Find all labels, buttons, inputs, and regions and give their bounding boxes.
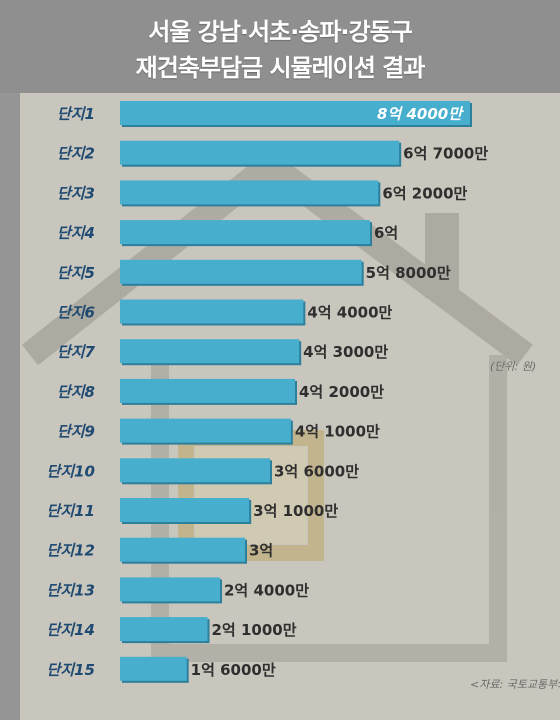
bar-5 bbox=[120, 259, 362, 284]
value-label: 4억 1000만 bbox=[295, 423, 380, 441]
value-label: 8억 4000만 bbox=[377, 105, 464, 123]
category-label: 단지11 bbox=[47, 502, 95, 520]
value-label: 3억 1000만 bbox=[253, 502, 338, 520]
category-label: 단지10 bbox=[47, 462, 95, 480]
value-label: 6억 7000만 bbox=[403, 145, 488, 163]
value-label: 2억 4000만 bbox=[224, 581, 309, 599]
category-label: 단지1 bbox=[57, 105, 95, 123]
source-note: <자료: 국토교통부> bbox=[470, 678, 560, 691]
category-label: 단지6 bbox=[57, 304, 95, 322]
value-label: 6억 bbox=[374, 224, 398, 242]
bar-15 bbox=[120, 656, 187, 681]
value-label: 4억 3000만 bbox=[303, 343, 388, 361]
category-label: 단지8 bbox=[57, 383, 95, 401]
bar-6 bbox=[120, 299, 304, 324]
bar-1 bbox=[120, 101, 470, 125]
value-label: 3억 bbox=[249, 542, 273, 560]
category-label: 단지4 bbox=[57, 224, 95, 242]
bar-12 bbox=[120, 537, 245, 562]
category-label: 단지14 bbox=[47, 621, 95, 639]
category-label: 단지2 bbox=[57, 145, 95, 163]
bar-2 bbox=[120, 140, 400, 165]
category-label: 단지12 bbox=[47, 542, 95, 560]
bar-13 bbox=[120, 577, 220, 602]
value-label: 1억 6000만 bbox=[191, 661, 276, 679]
category-label: 단지7 bbox=[57, 343, 96, 361]
bar-10 bbox=[120, 458, 270, 483]
category-label: 단지5 bbox=[57, 264, 95, 282]
value-label: 4억 2000만 bbox=[299, 383, 384, 401]
bar-9 bbox=[120, 418, 291, 443]
category-label: 단지13 bbox=[47, 581, 95, 599]
chart-title-line2: 재건축부담금 시뮬레이션 결과 bbox=[135, 54, 426, 82]
bar-8 bbox=[120, 378, 295, 403]
category-label: 단지9 bbox=[57, 423, 95, 441]
value-label: 6억 2000만 bbox=[382, 184, 467, 202]
value-label: 5억 8000만 bbox=[366, 264, 451, 282]
unit-note: (단위: 원) bbox=[490, 360, 536, 373]
bar-3 bbox=[120, 180, 379, 205]
value-label: 3억 6000만 bbox=[274, 462, 359, 480]
value-label: 2억 1000만 bbox=[212, 621, 297, 639]
category-label: 단지3 bbox=[57, 184, 95, 202]
category-label: 단지15 bbox=[47, 661, 95, 679]
chimney-icon bbox=[425, 213, 459, 298]
chart-title-line1: 서울 강남·서초·송파·강동구 bbox=[148, 18, 413, 46]
bar-7 bbox=[120, 339, 300, 364]
value-label: 4억 4000만 bbox=[307, 304, 392, 322]
bar-14 bbox=[120, 617, 208, 642]
bar-11 bbox=[120, 498, 250, 522]
bar-4 bbox=[120, 220, 370, 245]
title-header: 서울 강남·서초·송파·강동구 재건축부담금 시뮬레이션 결과 bbox=[0, 0, 560, 93]
